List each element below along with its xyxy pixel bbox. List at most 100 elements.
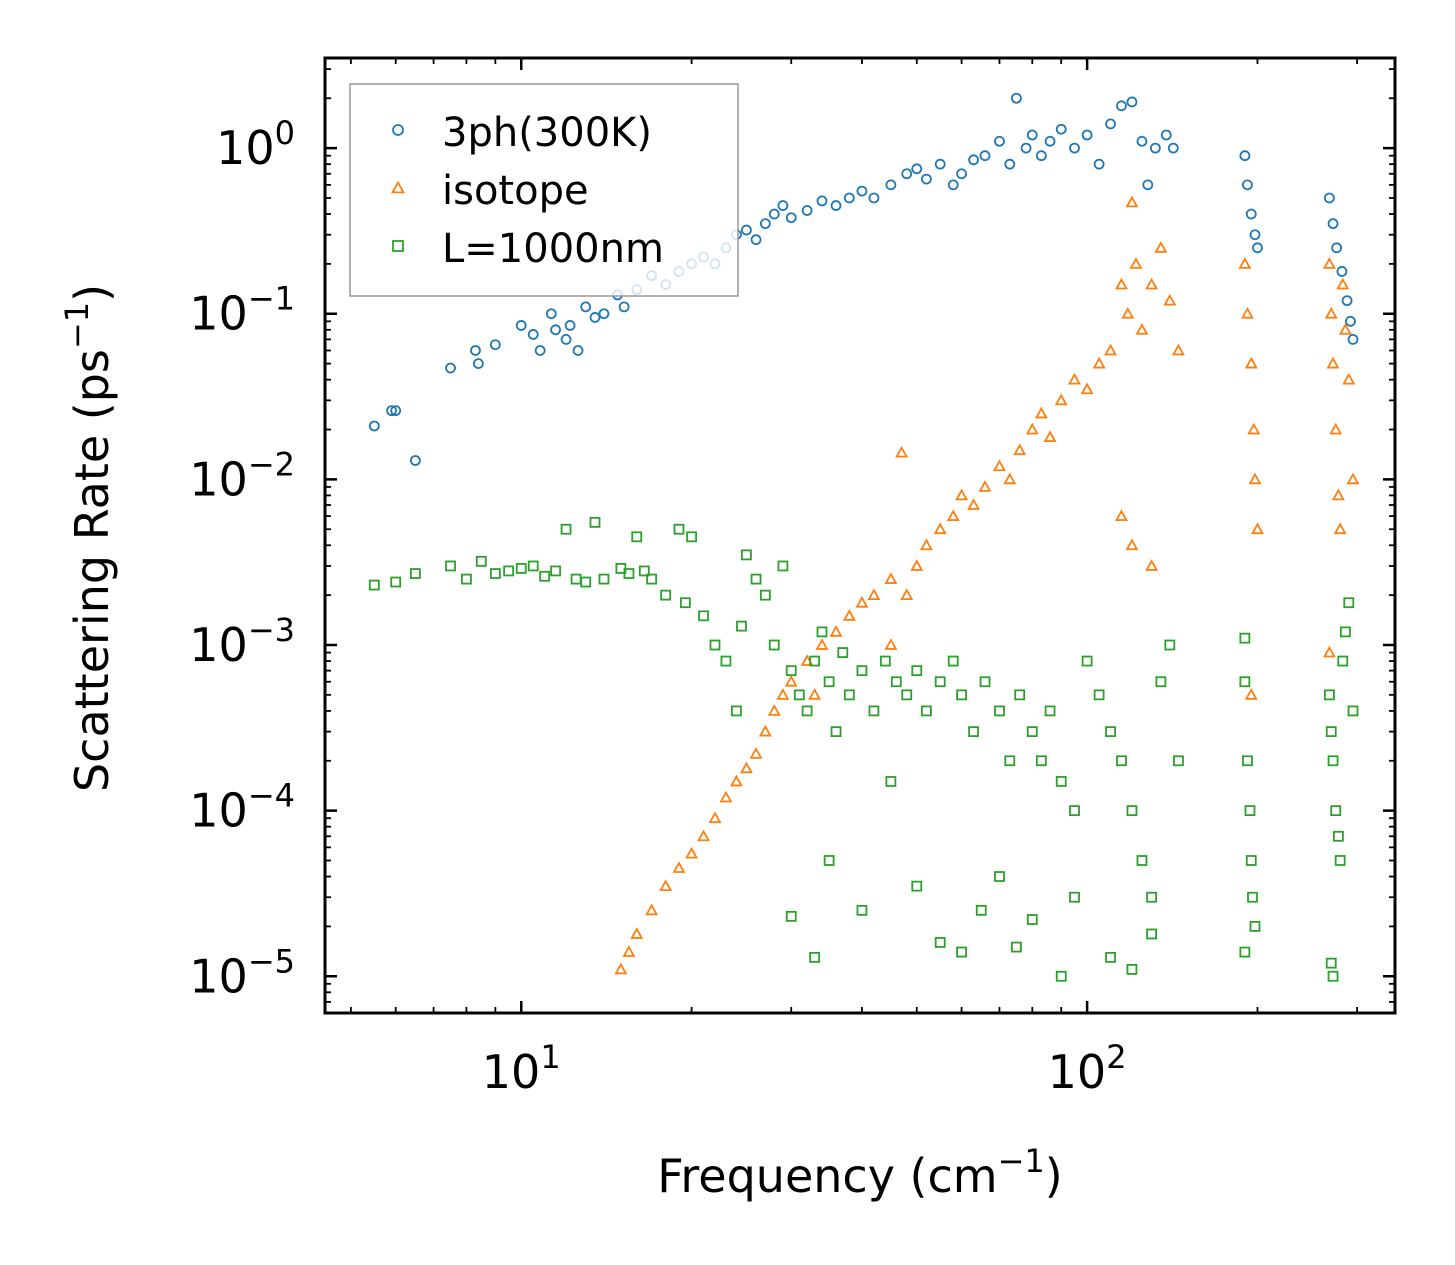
data-point [539,570,551,582]
data-point [708,811,722,824]
data-point [830,200,842,211]
data-point [1054,393,1068,406]
data-point [1013,443,1027,456]
data-point [842,609,856,621]
data-point [1011,941,1022,953]
data-point [1155,676,1167,688]
data-point [768,208,780,220]
data-point [921,705,932,717]
data-point [697,829,711,842]
data-point [1247,891,1258,903]
data-point [1043,430,1057,442]
data-point [1035,755,1047,767]
data-point [759,589,771,601]
data-point [1327,755,1339,767]
data-point [843,689,855,701]
data-point [816,626,828,638]
data-point [1325,726,1337,738]
data-point [470,345,481,356]
data-point [1327,218,1339,230]
data-point [1004,158,1016,170]
data-point [911,665,923,677]
data-point [1135,322,1149,335]
data-point [885,179,897,191]
data-point [368,579,380,591]
data-point [1136,135,1148,147]
data-point [1035,150,1047,162]
data-point [837,647,849,658]
data-point [1026,129,1038,141]
data-point [1239,946,1251,958]
data-point [758,724,772,737]
data-point [1323,192,1335,204]
data-point [776,688,790,700]
data-point [1163,293,1177,306]
data-point [1249,229,1261,241]
data-point [515,563,527,574]
data-point [739,761,753,774]
data-point [660,589,672,601]
data-points [368,92,1360,982]
data-point [815,638,829,650]
data-point [461,573,472,585]
data-point [1160,129,1172,141]
data-point [1238,257,1252,269]
data-point [856,665,868,677]
data-point [1322,645,1336,658]
data-point [659,879,673,892]
data-point [934,158,946,170]
data-point [598,308,610,320]
data-point [879,655,891,667]
data-point [1069,805,1080,817]
y-tick-label: 10−2 [189,445,295,506]
data-point [895,445,909,458]
data-point [1252,242,1263,254]
data-point [856,904,868,916]
data-point [736,620,747,632]
data-point [1154,241,1168,253]
data-point [564,320,576,331]
x-tick-label: 101 [482,1038,561,1099]
data-point [614,962,628,975]
data-point [1093,158,1105,170]
data-point [749,747,763,759]
data-point [1105,118,1116,130]
data-point [589,312,601,323]
data-point [946,509,960,521]
data-point [868,192,880,204]
data-point [868,705,880,717]
data-point [1142,179,1154,191]
data-point [884,572,898,584]
legend-marker-1 [392,124,404,136]
data-point [1093,689,1105,701]
data-point [1249,920,1261,932]
data-point [1055,776,1067,787]
data-point [673,523,685,535]
data-point [856,185,868,197]
data-point [1338,322,1352,335]
data-point [729,774,743,787]
data-point [934,937,946,948]
data-point [709,639,721,651]
data-point [1337,655,1349,667]
data-point [785,665,797,677]
data-point [645,903,659,916]
data-point [994,135,1005,147]
data-point [900,588,914,600]
data-point [992,459,1006,472]
data-point [390,405,402,417]
data-point [527,329,539,340]
data-point [809,951,821,963]
data-point [768,639,780,651]
legend-box [349,83,739,297]
data-point [741,549,752,561]
data-point [956,168,967,180]
data-point [801,205,813,216]
plot-frame [323,56,1397,1015]
data-point [1342,372,1356,385]
data-point [1327,970,1339,982]
data-point [1239,632,1251,644]
data-point [1011,92,1022,104]
data-point [1331,488,1345,501]
data-point [979,676,991,688]
